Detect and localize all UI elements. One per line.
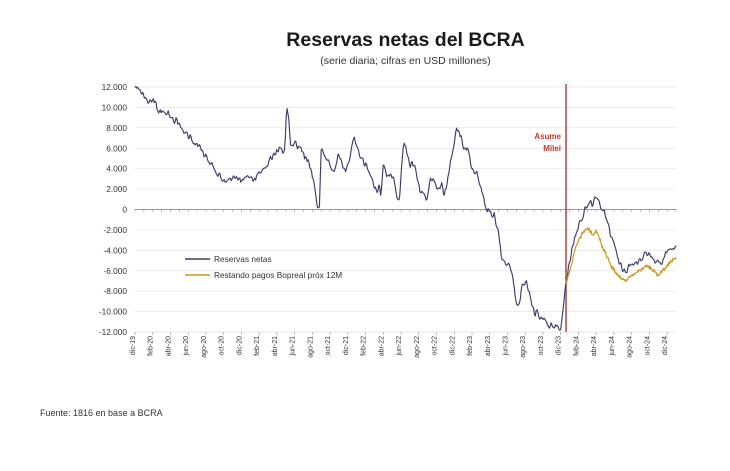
- svg-text:abr-24: abr-24: [591, 336, 598, 356]
- svg-text:12.000: 12.000: [102, 82, 128, 92]
- svg-text:jun-23: jun-23: [502, 336, 509, 357]
- svg-text:feb-22: feb-22: [361, 336, 368, 356]
- svg-text:abr-21: abr-21: [272, 336, 279, 356]
- svg-text:ago-20: ago-20: [201, 336, 208, 358]
- svg-text:oct-21: oct-21: [325, 336, 332, 356]
- svg-text:Restando pagos Bopreal próx 12: Restando pagos Bopreal próx 12M: [214, 270, 342, 280]
- svg-text:oct-23: oct-23: [538, 336, 545, 356]
- svg-text:dic-20: dic-20: [236, 336, 243, 355]
- svg-text:jun-21: jun-21: [290, 336, 297, 357]
- svg-text:ago-24: ago-24: [627, 336, 634, 358]
- svg-text:Asume: Asume: [534, 132, 561, 141]
- svg-text:dic-23: dic-23: [556, 336, 563, 355]
- svg-text:feb-20: feb-20: [148, 336, 155, 356]
- svg-text:-8.000: -8.000: [103, 286, 127, 296]
- svg-text:8.000: 8.000: [106, 123, 127, 133]
- svg-text:oct-20: oct-20: [219, 336, 226, 356]
- svg-text:oct-22: oct-22: [432, 336, 439, 356]
- svg-text:dic-24: dic-24: [662, 336, 669, 355]
- svg-text:jun-20: jun-20: [183, 336, 190, 357]
- svg-text:-12.000: -12.000: [99, 327, 128, 337]
- svg-text:oct-24: oct-24: [644, 336, 651, 356]
- svg-text:-4.000: -4.000: [103, 245, 127, 255]
- svg-text:jun-24: jun-24: [609, 336, 616, 357]
- svg-text:4.000: 4.000: [106, 164, 127, 174]
- svg-text:2.000: 2.000: [106, 184, 127, 194]
- svg-text:-10.000: -10.000: [99, 307, 128, 317]
- svg-text:abr-20: abr-20: [165, 336, 172, 356]
- svg-text:ago-23: ago-23: [520, 336, 527, 358]
- svg-text:feb-21: feb-21: [254, 336, 261, 356]
- svg-text:jun-22: jun-22: [396, 336, 403, 357]
- svg-text:0: 0: [122, 205, 127, 215]
- svg-text:-2.000: -2.000: [103, 225, 127, 235]
- svg-text:10.000: 10.000: [102, 102, 128, 112]
- svg-text:abr-22: abr-22: [378, 336, 385, 356]
- svg-text:ago-22: ago-22: [414, 336, 421, 358]
- svg-text:Reservas netas: Reservas netas: [214, 254, 272, 264]
- svg-text:dic-21: dic-21: [343, 336, 350, 355]
- svg-text:dic-22: dic-22: [449, 336, 456, 355]
- svg-text:Milei: Milei: [543, 144, 561, 153]
- svg-text:feb-24: feb-24: [573, 336, 580, 356]
- svg-text:6.000: 6.000: [106, 143, 127, 153]
- svg-text:feb-23: feb-23: [467, 336, 474, 356]
- svg-text:abr-23: abr-23: [485, 336, 492, 356]
- svg-text:-6.000: -6.000: [103, 266, 127, 276]
- svg-text:ago-21: ago-21: [307, 336, 314, 358]
- svg-text:dic-19: dic-19: [130, 336, 137, 355]
